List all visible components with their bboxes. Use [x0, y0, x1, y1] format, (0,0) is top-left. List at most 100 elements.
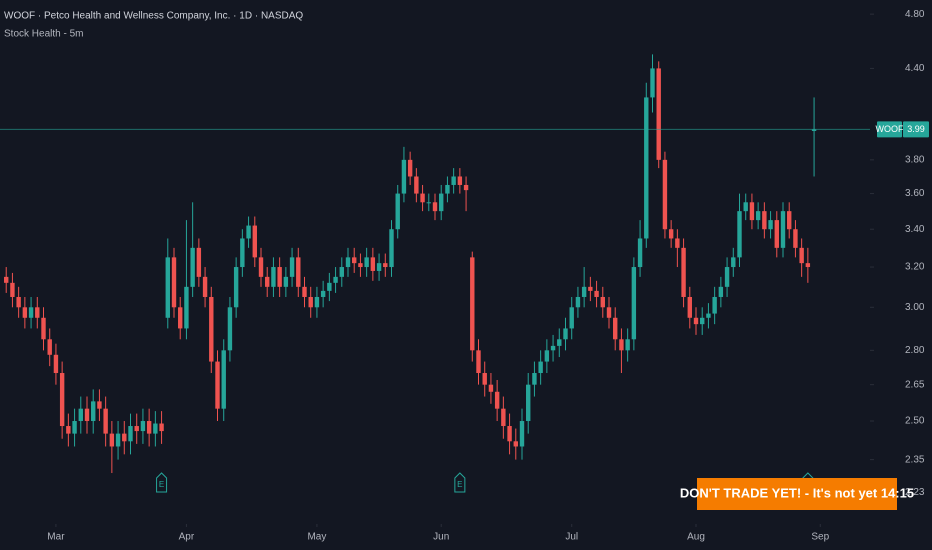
candle-body: [501, 408, 506, 427]
candle-body: [308, 296, 313, 308]
candle-body: [395, 193, 400, 230]
candle-body: [370, 257, 376, 271]
candle-body: [314, 296, 320, 308]
candle-body: [532, 373, 537, 385]
candle-body: [613, 317, 618, 340]
indicator-title: Stock Health - 5m: [4, 29, 83, 40]
candle-body: [557, 339, 562, 346]
candle-body: [755, 211, 761, 221]
y-tick-label: 2.35: [905, 454, 925, 465]
candle-body: [563, 328, 568, 340]
banner-text: DON'T TRADE YET! - It's not yet 14:15: [680, 485, 914, 500]
x-tick-label: Sep: [811, 532, 829, 543]
candle-body: [140, 421, 146, 432]
candle-body: [650, 68, 655, 98]
y-tick-label: 3.80: [905, 154, 925, 165]
candle-body: [687, 296, 692, 318]
y-tick-label: 2.80: [905, 345, 925, 356]
x-tick-label: Jun: [433, 532, 449, 543]
candle-body: [414, 176, 419, 194]
candle-body: [296, 257, 301, 287]
candle-body: [171, 257, 177, 308]
candle-body: [706, 313, 711, 318]
candle-body: [780, 211, 786, 248]
candle-body: [209, 296, 214, 362]
candle-body: [115, 433, 121, 447]
candle-body: [513, 441, 518, 447]
candle-body: [681, 247, 686, 297]
candle-body: [675, 238, 680, 248]
y-tick-label: 3.20: [905, 262, 925, 273]
candle-body: [134, 426, 139, 432]
candle-body: [625, 339, 630, 351]
candle-body: [451, 176, 456, 185]
candle-body: [793, 229, 798, 248]
candle-body: [277, 267, 282, 287]
candle-body: [41, 317, 46, 340]
candle-body: [774, 220, 779, 248]
candle-body: [662, 159, 668, 230]
candle-body: [544, 350, 550, 362]
candle-body: [693, 317, 699, 325]
candle-body: [364, 257, 369, 268]
x-tick-label: Mar: [47, 532, 65, 543]
candle-body: [737, 211, 742, 258]
candle-body: [519, 421, 525, 447]
candle-body: [482, 373, 487, 385]
candle-body: [401, 159, 407, 194]
candle-body: [178, 307, 183, 329]
x-tick-label: May: [307, 532, 326, 543]
candle-body: [588, 286, 593, 291]
candle-body: [53, 354, 59, 374]
candle-body: [78, 408, 83, 422]
candle-body: [749, 202, 755, 221]
candle-body: [644, 97, 649, 239]
candle-body: [637, 238, 643, 268]
y-tick-label: 3.60: [905, 188, 925, 199]
candle-body: [463, 184, 469, 191]
candle-body: [352, 257, 357, 264]
candle-body: [227, 307, 233, 351]
candle-body: [407, 159, 413, 177]
candle-body: [470, 257, 475, 351]
candle-body: [16, 296, 21, 308]
price-label-box: [903, 121, 929, 138]
candle-body: [240, 238, 245, 268]
candle-body: [128, 426, 133, 442]
candle-body: [700, 317, 705, 325]
candle-body: [333, 276, 338, 283]
candle-body: [439, 193, 444, 212]
candle-body: [594, 290, 599, 297]
earnings-marker: [454, 472, 466, 493]
candle-body: [656, 68, 661, 160]
candle-body: [606, 307, 612, 318]
candle-body: [202, 276, 208, 297]
candle-body: [494, 391, 500, 409]
candle-body: [233, 267, 239, 308]
candle-body: [457, 176, 463, 185]
candle-body: [445, 184, 450, 194]
candle-body: [28, 307, 34, 318]
candle-body: [768, 220, 773, 230]
candle-body: [265, 276, 270, 287]
candle-body: [196, 247, 202, 277]
candle-body: [731, 257, 736, 268]
candle-body: [507, 426, 512, 442]
candle-body: [345, 257, 351, 268]
banner-box: [697, 478, 897, 510]
candle-body: [420, 193, 425, 203]
candle-body: [84, 408, 90, 422]
candle-body: [184, 286, 189, 329]
candle-body: [550, 345, 556, 351]
candle-body: [4, 276, 9, 283]
candle-body: [246, 225, 251, 239]
candle-body: [631, 267, 637, 340]
candle-body: [10, 282, 15, 297]
candle-body: [432, 202, 438, 212]
candle-body: [575, 296, 581, 308]
candle-body: [569, 307, 574, 329]
candle-body: [66, 426, 71, 434]
candle-body: [805, 263, 811, 268]
